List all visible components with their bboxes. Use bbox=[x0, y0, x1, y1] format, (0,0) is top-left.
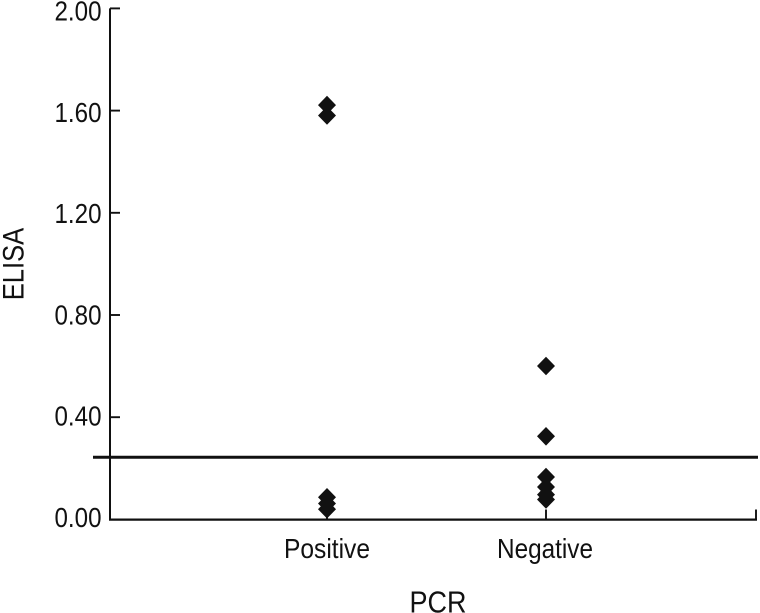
svg-text:Positive: Positive bbox=[284, 533, 370, 564]
svg-text:2.00: 2.00 bbox=[55, 0, 102, 26]
svg-text:1.20: 1.20 bbox=[55, 198, 102, 229]
svg-text:0.80: 0.80 bbox=[55, 299, 102, 330]
svg-text:0.40: 0.40 bbox=[55, 401, 102, 432]
svg-text:PCR: PCR bbox=[410, 586, 467, 613]
svg-text:ELISA: ELISA bbox=[0, 228, 31, 301]
svg-text:0.00: 0.00 bbox=[55, 502, 102, 533]
svg-text:1.60: 1.60 bbox=[55, 97, 102, 128]
svg-text:Negative: Negative bbox=[497, 533, 593, 564]
